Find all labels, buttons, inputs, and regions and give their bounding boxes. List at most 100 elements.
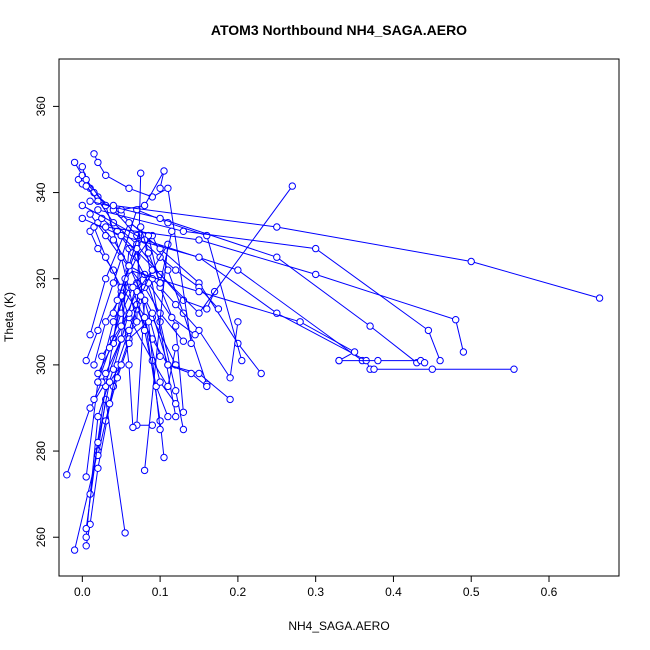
- series-line: [113, 205, 600, 299]
- data-point: [82, 175, 90, 184]
- series-line: [93, 226, 208, 387]
- series-30: [370, 365, 518, 373]
- series-17: [86, 227, 180, 391]
- series-36: [90, 292, 137, 432]
- data-point: [82, 542, 90, 550]
- series-line: [85, 364, 122, 529]
- data-point: [226, 374, 234, 382]
- data-point: [164, 382, 172, 391]
- data-point: [121, 529, 129, 537]
- data-point: [156, 352, 164, 360]
- series-line: [81, 175, 219, 310]
- x-axis-label: NH4_SAGA.AERO: [288, 619, 389, 633]
- data-point: [179, 337, 188, 345]
- data-point: [137, 223, 145, 231]
- data-point: [105, 344, 114, 352]
- data-point: [109, 279, 118, 287]
- series-line: [97, 269, 153, 456]
- data-point: [195, 309, 203, 317]
- data-point: [109, 201, 118, 210]
- series-line: [109, 285, 169, 417]
- data-point: [234, 318, 242, 326]
- series-40: [82, 361, 125, 533]
- data-point: [148, 193, 157, 201]
- data-point: [125, 184, 133, 193]
- data-point: [195, 369, 203, 378]
- data-point: [226, 395, 234, 404]
- series-2: [82, 313, 180, 550]
- data-point: [436, 356, 444, 365]
- data-point: [156, 378, 164, 386]
- data-point: [125, 361, 133, 369]
- data-point: [156, 417, 164, 425]
- data-point: [172, 400, 180, 408]
- chart-title: ATOM3 Northbound NH4_SAGA.AERO: [211, 22, 467, 38]
- data-point: [94, 438, 102, 447]
- data-point: [78, 201, 87, 210]
- data-point: [195, 236, 203, 244]
- series-1: [70, 395, 129, 554]
- data-point: [117, 361, 125, 369]
- series-line: [82, 185, 293, 314]
- series-19: [90, 223, 211, 391]
- data-point: [125, 326, 133, 335]
- data-point: [140, 313, 149, 322]
- data-point: [94, 378, 102, 386]
- data-point: [105, 378, 114, 386]
- data-point: [160, 453, 168, 462]
- data-point: [94, 464, 102, 472]
- data-point: [195, 253, 203, 261]
- data-point: [164, 361, 172, 369]
- y-axis-label: Theta (K): [2, 292, 16, 342]
- data-point: [148, 309, 157, 317]
- data-point: [125, 219, 133, 227]
- series-line: [339, 360, 425, 364]
- data-point: [102, 253, 110, 261]
- data-point: [98, 352, 106, 360]
- x-tick-label: 0.1: [152, 585, 169, 599]
- data-point: [102, 223, 110, 231]
- data-point: [187, 339, 195, 348]
- data-point: [164, 266, 172, 274]
- data-point: [78, 214, 87, 223]
- x-tick-label: 0.2: [230, 585, 247, 599]
- data-point: [335, 356, 343, 365]
- data-point: [172, 266, 180, 274]
- data-point: [428, 365, 436, 373]
- data-point: [160, 167, 168, 175]
- data-point: [137, 292, 145, 300]
- data-point: [156, 425, 164, 434]
- y-tick-label: 280: [34, 441, 48, 461]
- data-point: [102, 318, 110, 326]
- data-point: [63, 471, 71, 479]
- series-6: [86, 231, 211, 498]
- data-point: [129, 423, 137, 432]
- data-point: [140, 466, 149, 475]
- data-point: [125, 339, 133, 348]
- x-axis: 0.0 0.1 0.2 0.3 0.4 0.5 0.6: [74, 575, 558, 599]
- series-24: [86, 197, 421, 367]
- data-point: [82, 356, 90, 365]
- data-point: [179, 425, 188, 434]
- x-tick-label: 0.6: [541, 585, 558, 599]
- data-point: [164, 412, 172, 421]
- series-line: [89, 234, 208, 495]
- data-point: [203, 382, 211, 391]
- data-point: [214, 305, 223, 313]
- series-18: [86, 210, 188, 345]
- data-point: [366, 322, 374, 330]
- data-point: [117, 231, 125, 240]
- data-point: [86, 404, 94, 412]
- data-point: [82, 473, 90, 481]
- data-point: [350, 348, 359, 356]
- data-point: [117, 322, 125, 330]
- data-point: [82, 524, 90, 533]
- series-35: [105, 283, 172, 421]
- data-point: [179, 408, 188, 416]
- data-point: [203, 305, 211, 313]
- y-tick-label: 360: [34, 96, 48, 116]
- data-point: [117, 335, 125, 343]
- data-point: [257, 369, 265, 378]
- data-point: [191, 331, 199, 339]
- series-line: [74, 399, 126, 551]
